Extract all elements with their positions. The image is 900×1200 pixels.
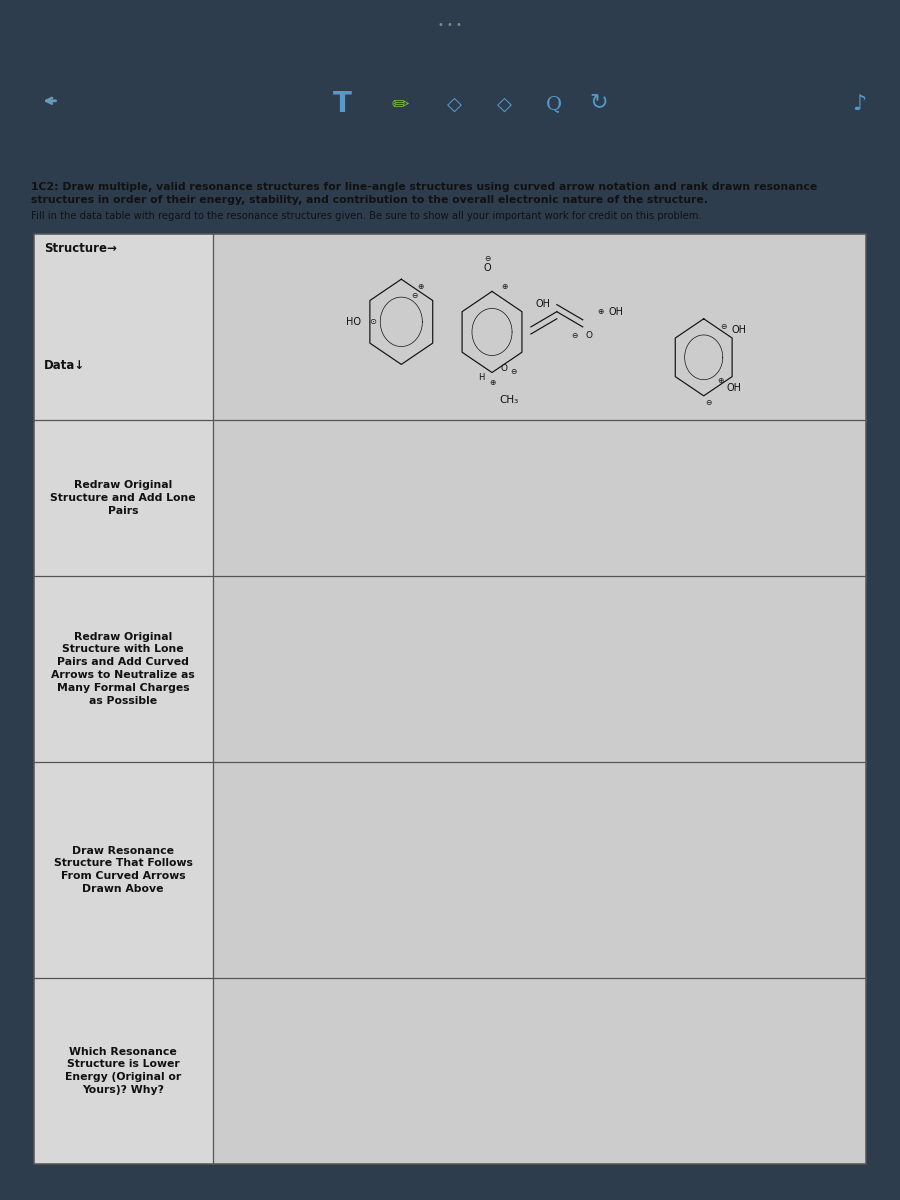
Text: Q: Q	[545, 95, 562, 113]
Text: OH: OH	[608, 307, 624, 317]
Bar	[212, 576, 867, 762]
Text: HO: HO	[346, 317, 361, 326]
Text: 1C2: Draw multiple, valid resonance structures for line-angle structures using c: 1C2: Draw multiple, valid resonance stru…	[31, 182, 817, 204]
Text: ♪: ♪	[852, 94, 867, 114]
Text: ⊕: ⊕	[417, 282, 423, 292]
Text: Redraw Original
Structure with Lone
Pairs and Add Curved
Arrows to Neutralize as: Redraw Original Structure with Lone Pair…	[51, 631, 195, 706]
Text: ⊕: ⊕	[489, 378, 495, 386]
Text: H: H	[479, 372, 485, 382]
Text: ⊙: ⊙	[369, 317, 376, 326]
Text: O: O	[500, 365, 508, 373]
Bar	[33, 978, 212, 1164]
Text: ⊕: ⊕	[597, 307, 603, 316]
Bar	[212, 234, 867, 420]
Text: O: O	[585, 330, 592, 340]
Text: Structure→: Structure→	[44, 242, 117, 256]
Bar	[212, 420, 867, 576]
Text: O: O	[484, 263, 491, 274]
Text: ⊖: ⊖	[571, 330, 577, 340]
Text: ◇: ◇	[447, 95, 462, 114]
Text: ⊕: ⊕	[502, 282, 508, 290]
Text: Redraw Original
Structure and Add Lone
Pairs: Redraw Original Structure and Add Lone P…	[50, 480, 196, 516]
Text: ✏: ✏	[392, 94, 410, 114]
Text: ⊖: ⊖	[720, 322, 726, 331]
Text: Draw Resonance
Structure That Follows
From Curved Arrows
Drawn Above: Draw Resonance Structure That Follows Fr…	[54, 846, 193, 894]
Text: CH₃: CH₃	[500, 395, 519, 404]
Text: OH: OH	[726, 383, 742, 394]
Bar	[33, 420, 212, 576]
Text: ◇: ◇	[497, 95, 511, 114]
Bar	[212, 762, 867, 978]
Text: • • •: • • •	[438, 20, 462, 30]
Text: ⊕: ⊕	[717, 376, 724, 385]
Bar	[33, 234, 212, 420]
Text: ⊖: ⊖	[410, 290, 418, 300]
Text: Which Resonance
Structure is Lower
Energy (Original or
Yours)? Why?: Which Resonance Structure is Lower Energ…	[65, 1046, 181, 1094]
Text: ⊖: ⊖	[510, 367, 517, 377]
Text: ↻: ↻	[590, 92, 608, 113]
Text: ⊖: ⊖	[484, 254, 491, 263]
Bar	[212, 978, 867, 1164]
Text: OH: OH	[732, 325, 747, 335]
Text: Data↓: Data↓	[44, 359, 86, 372]
Bar	[33, 762, 212, 978]
Text: ⊖: ⊖	[705, 398, 711, 407]
Bar	[33, 576, 212, 762]
Text: OH: OH	[536, 299, 550, 308]
Text: T: T	[333, 90, 351, 118]
Text: Fill in the data table with regard to the resonance structures given. Be sure to: Fill in the data table with regard to th…	[31, 210, 702, 221]
